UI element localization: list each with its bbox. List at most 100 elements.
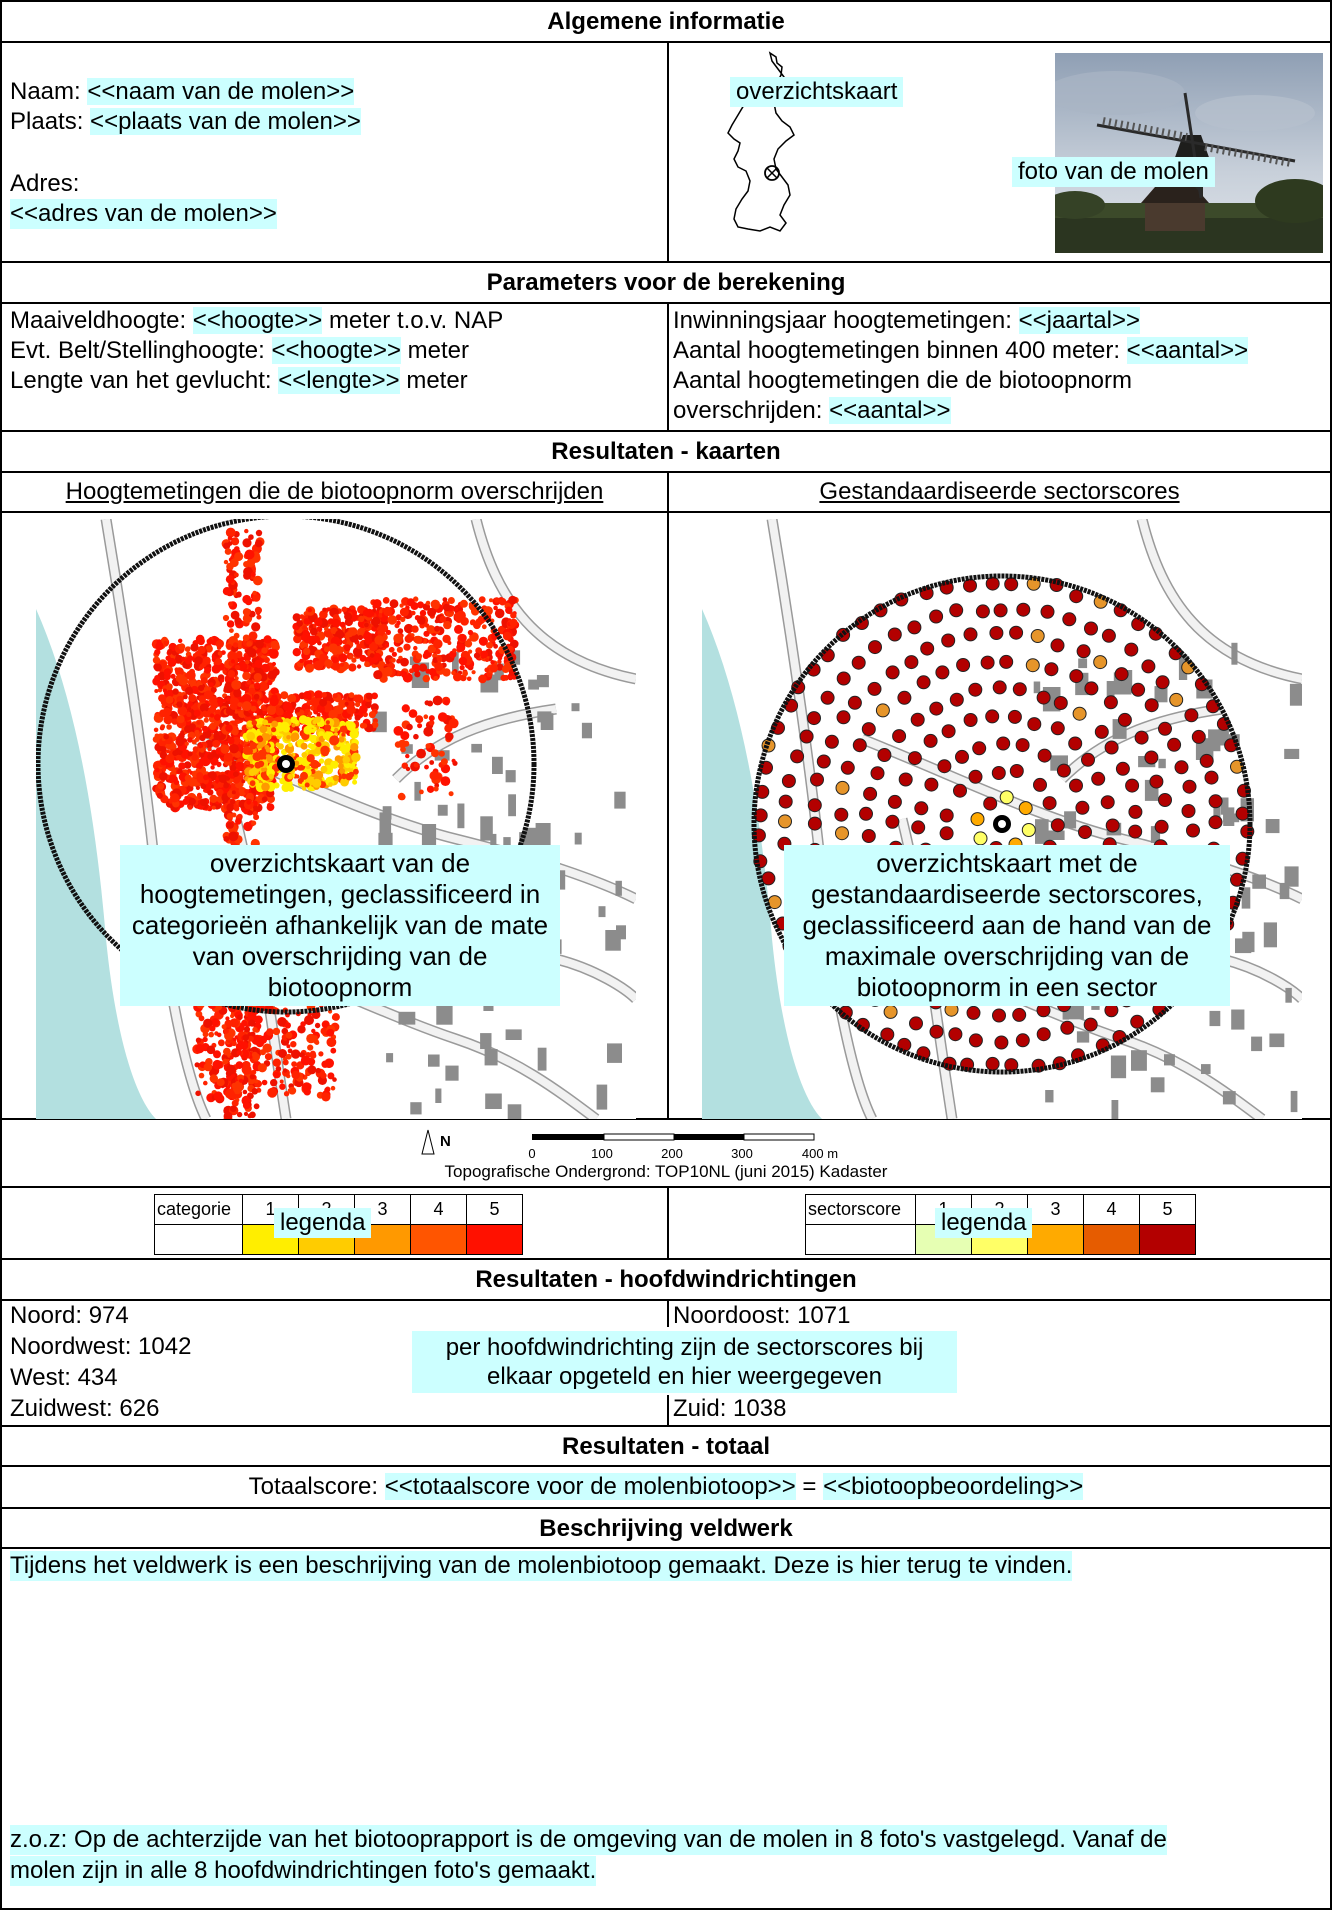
- measurement-dot: [177, 706, 188, 716]
- sector-dot: [1186, 823, 1200, 838]
- measurement-dot: [213, 1091, 223, 1101]
- measurement-dot: [353, 768, 359, 775]
- measurement-dot: [201, 725, 209, 733]
- sector-dot: [924, 777, 939, 792]
- 400m-circle-right: [751, 573, 1253, 1075]
- measurement-dot: [309, 624, 314, 629]
- sector-dot: [999, 790, 1014, 805]
- measurement-dot: [283, 1091, 290, 1097]
- measurement-dot: [271, 661, 276, 667]
- building: [1113, 672, 1121, 692]
- sector-dot: [1036, 690, 1051, 705]
- measurement-dot: [266, 1028, 274, 1036]
- measurement-dot: [316, 626, 323, 633]
- measurement-dot: [253, 682, 261, 690]
- measurement-dot: [254, 606, 262, 614]
- measurement-dot: [261, 732, 268, 739]
- sector-dot: [863, 786, 878, 801]
- building: [1251, 1036, 1263, 1052]
- measurement-dot: [494, 597, 500, 603]
- measurement-dot: [184, 774, 192, 782]
- sector-dot: [941, 724, 956, 739]
- jaar-line: Inwinningsjaar hoogtemetingen: <<jaartal…: [673, 307, 1141, 334]
- measurement-dot: [354, 701, 361, 708]
- measurement-dot: [429, 771, 439, 781]
- measurement-dot: [165, 753, 175, 764]
- measurement-dot: [229, 1105, 237, 1112]
- measurement-dots: [151, 527, 520, 1119]
- measurement-dot: [388, 647, 395, 653]
- measurement-dot: [409, 668, 414, 674]
- measurement-dot: [359, 704, 368, 714]
- measurement-dot: [251, 1088, 259, 1095]
- section-header-totaal: Resultaten - totaal: [2, 1427, 1330, 1467]
- measurement-dot: [200, 756, 211, 767]
- sector-dot: [1004, 577, 1019, 592]
- measurement-dot: [406, 598, 415, 607]
- measurement-dot: [320, 765, 328, 773]
- building: [581, 722, 592, 739]
- measurement-dot: [437, 712, 448, 722]
- measurement-dot: [277, 1017, 287, 1027]
- building: [556, 870, 566, 890]
- legend-categorie: categorie 1 2 3 4 5: [154, 1194, 523, 1255]
- building: [505, 770, 516, 783]
- measurement-dot: [284, 1022, 291, 1029]
- measurement-dot: [259, 1049, 266, 1056]
- sector-dot: [1230, 759, 1244, 774]
- measurement-dot: [413, 645, 418, 651]
- measurement-dot: [165, 749, 171, 754]
- sector-dot: [1026, 576, 1041, 591]
- building: [614, 791, 626, 809]
- 400m-circle-left: [36, 519, 537, 1015]
- sector-dot: [968, 682, 983, 697]
- measurement-dot: [271, 727, 277, 733]
- measurement-dot: [334, 732, 338, 737]
- measurement-dot: [185, 670, 196, 681]
- measurement-dot: [271, 720, 278, 728]
- sector-dot: [994, 1035, 1009, 1050]
- measurement-dot: [245, 660, 250, 665]
- measurement-dot: [312, 778, 322, 788]
- measurement-dot: [217, 651, 222, 656]
- sector-dot: [759, 760, 773, 775]
- sector-dot: [1069, 669, 1084, 684]
- measurement-dot: [241, 694, 252, 704]
- measurement-dot: [384, 643, 390, 648]
- measurement-dot: [243, 799, 254, 810]
- measurement-dot: [422, 652, 430, 659]
- measurement-dot: [314, 690, 324, 700]
- measurement-dot: [494, 608, 505, 619]
- measurement-dot: [257, 1081, 262, 1087]
- totaalscore-value: <<totaalscore voor de molenbiotoop>>: [384, 1473, 796, 1500]
- measurement-dot: [251, 720, 257, 726]
- building: [428, 1054, 440, 1067]
- building: [421, 824, 437, 846]
- measurement-dot: [344, 612, 353, 621]
- measurement-dot: [258, 681, 269, 692]
- building: [1263, 922, 1277, 948]
- measurement-dot: [305, 663, 314, 673]
- measurement-dot: [211, 805, 216, 810]
- measurement-dot: [493, 643, 498, 649]
- measurement-dot: [233, 632, 240, 639]
- measurement-dot: [243, 1111, 249, 1116]
- sector-dot: [1050, 638, 1065, 653]
- measurement-dot: [176, 701, 183, 708]
- measurement-dot: [287, 785, 295, 792]
- measurement-dot: [401, 704, 410, 713]
- measurement-dot: [227, 541, 233, 546]
- measurement-dot: [253, 575, 263, 586]
- building: [507, 1104, 522, 1119]
- building: [535, 823, 551, 846]
- measurement-dot: [198, 1015, 205, 1022]
- measurement-dot: [263, 656, 270, 664]
- measurement-dot: [173, 779, 180, 786]
- measurement-dot: [435, 648, 441, 655]
- measurement-dot: [158, 694, 166, 702]
- sector-dot: [973, 831, 988, 846]
- measurement-dot: [160, 725, 165, 730]
- measurement-dot: [201, 661, 207, 668]
- measurement-dot: [203, 1062, 213, 1072]
- measurement-dot: [246, 800, 251, 805]
